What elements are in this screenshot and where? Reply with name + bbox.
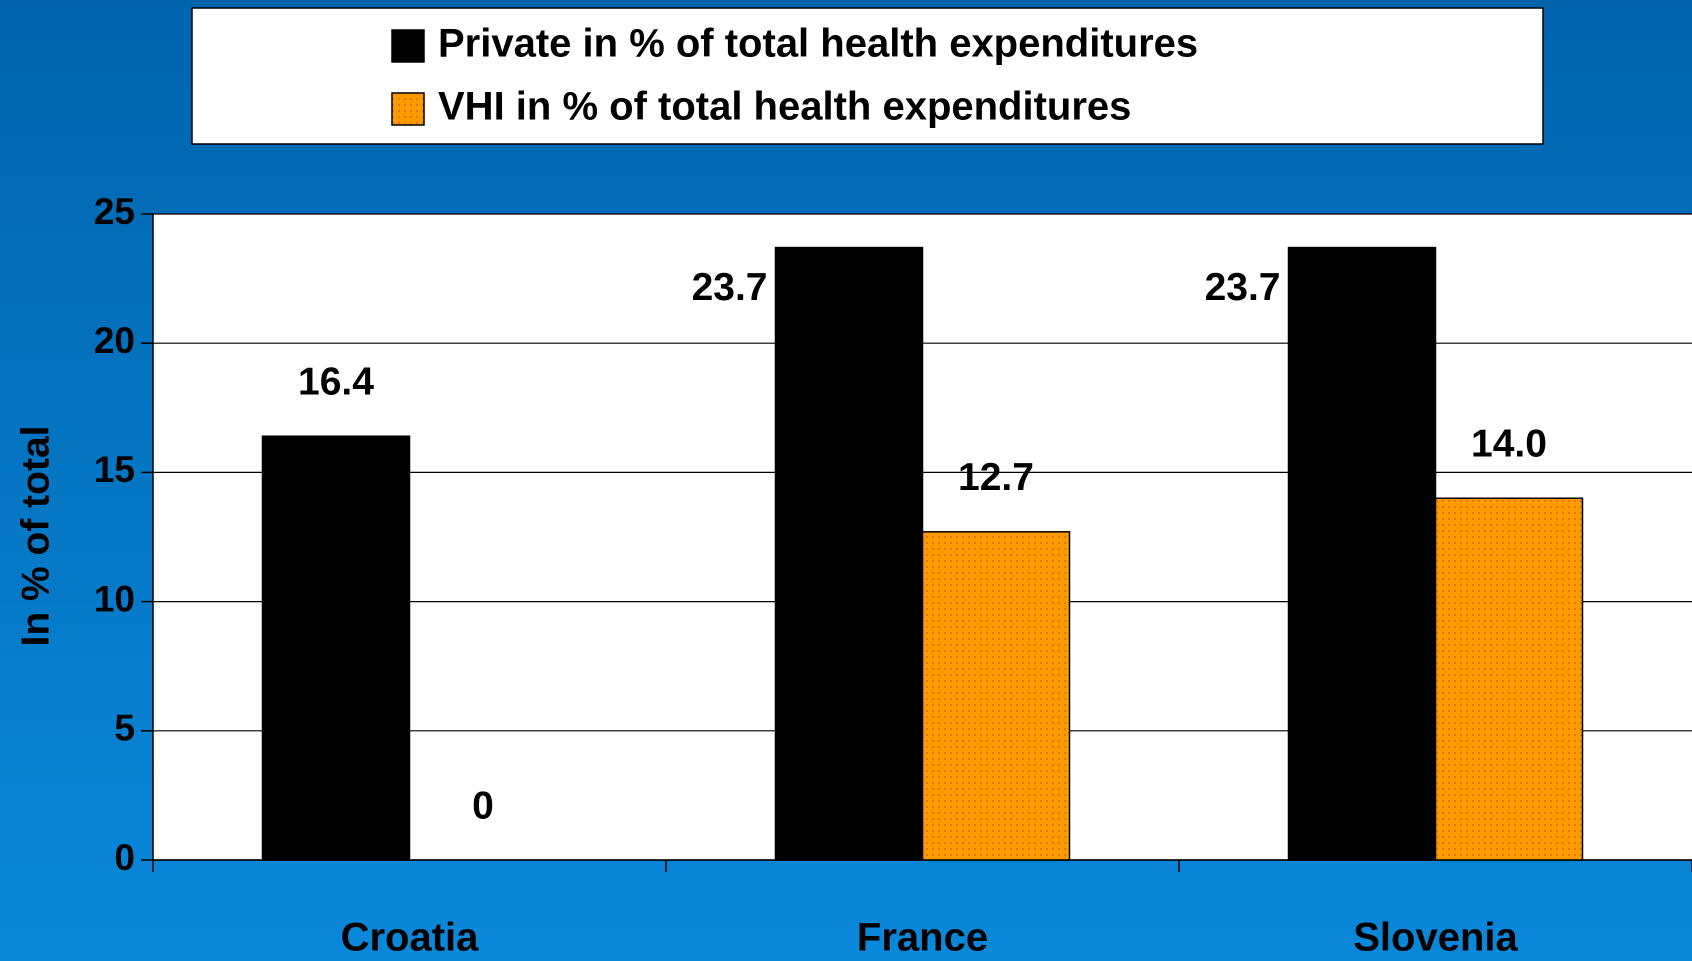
bar <box>921 531 1071 861</box>
legend-swatch <box>391 92 425 126</box>
x-tick-label: Slovenia <box>1353 916 1518 960</box>
y-tick-label: 5 <box>114 708 135 749</box>
data-label: 23.7 <box>692 266 768 309</box>
y-tick-label: 0 <box>114 837 135 878</box>
data-label: 0 <box>472 784 494 827</box>
bar <box>1434 497 1584 861</box>
bar <box>261 435 411 861</box>
legend-label: VHI in % of total health expenditures <box>438 85 1131 129</box>
x-tick-label: Croatia <box>341 916 480 960</box>
y-tick-label: 25 <box>94 191 135 232</box>
x-tick-label: France <box>857 916 988 960</box>
bar <box>1287 246 1437 861</box>
y-tick-label: 20 <box>94 320 135 361</box>
y-axis-title: In % of total <box>14 426 57 647</box>
data-label: 12.7 <box>958 456 1034 499</box>
bar <box>774 246 924 861</box>
data-label: 16.4 <box>298 361 374 404</box>
data-label: 14.0 <box>1471 423 1547 466</box>
legend-label: Private in % of total health expenditure… <box>438 22 1198 66</box>
data-label: 23.7 <box>1205 266 1281 309</box>
y-tick-label: 10 <box>94 578 135 619</box>
y-tick-label: 15 <box>94 449 135 490</box>
legend-swatch <box>391 29 425 63</box>
